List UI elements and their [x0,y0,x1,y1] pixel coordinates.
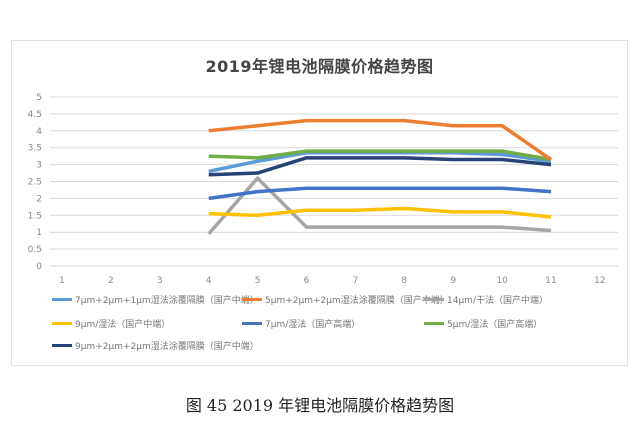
x-tick-label: 5 [255,276,261,286]
legend-swatch [242,322,262,325]
y-tick-label: 4.5 [28,110,42,120]
legend-item: 14μm/干法（国产中端） [424,293,548,306]
legend-item: 5μm/湿法（国产高端） [424,317,542,330]
x-tick-label: 4 [206,276,212,286]
x-tick-label: 8 [401,276,407,286]
series-line [208,156,552,177]
legend-item: 9μm+2μm+2μm湿法涂覆隔膜（国产中端） [52,339,259,352]
legend-label: 7μm/湿法（国产高端） [265,320,361,330]
y-tick-label: 4 [36,127,42,137]
x-tick-label: 6 [304,276,310,286]
series-line [208,186,552,201]
legend-label: 9μm+2μm+2μm湿法涂覆隔膜（国产中端） [75,342,259,352]
y-tick-label: 5 [36,93,42,103]
series-line [208,149,552,162]
x-tick-label: 2 [108,276,114,286]
legend-item: 7μm/湿法（国产高端） [242,317,360,330]
y-tick-label: 2.5 [28,178,42,188]
x-tick-label: 10 [496,276,508,286]
x-tick-label: 12 [594,276,605,286]
series-line [208,118,552,161]
legend-swatch [242,298,262,301]
legend-label: 14μm/干法（国产中端） [447,296,548,306]
plot-area: 00.511.522.533.544.551 2 3 4 5 6 7 8 9 10 11 12 [28,93,618,286]
x-tick-label: 11 [545,276,556,286]
y-tick-label: 3 [36,161,42,171]
figure-caption: 图 45 2019 年锂电池隔膜价格趋势图 [185,396,455,415]
legend-item: 7μm+2μm+1μm湿法涂覆隔膜（国产中端） [52,293,259,306]
legend-label: 7μm+2μm+1μm湿法涂覆隔膜（国产中端） [75,296,259,306]
legend-label: 5μm/湿法（国产高端） [447,320,543,330]
legend-swatch [424,298,444,301]
y-tick-label: 0.5 [28,245,42,255]
x-tick-label: 7 [353,276,359,286]
y-tick-label: 1.5 [28,211,42,221]
chart-title: 2019年锂电池隔膜价格趋势图 [205,57,434,76]
y-tick-label: 2 [36,194,42,204]
legend-label: 9μm/湿法（国产中端） [75,320,171,330]
legend-label: 5μm+2μm+2μm湿法涂覆隔膜（国产中端） [265,296,449,306]
x-tick-label: 1 [59,276,65,286]
x-tick-label: 3 [157,276,163,286]
chart-frame: 2019年锂电池隔膜价格趋势图 0 0.5 1 1.5 2 2.5 3 3.5 4 4.5 5 1 2 3… [11,40,628,366]
legend-swatch [52,344,72,347]
x-tick-label: 9 [450,276,456,286]
series-line [207,176,552,236]
legend-item: 9μm/湿法（国产中端） [52,317,170,330]
series-line [208,151,552,174]
legend-swatch [424,322,444,325]
y-tick-label: 1 [36,228,42,238]
y-tick-label: 0 [36,262,42,272]
series-line [208,206,552,219]
legend-swatch [52,322,72,325]
legend-swatch [52,298,72,301]
y-tick-label: 3.5 [28,144,42,154]
legend-item: 5μm+2μm+2μm湿法涂覆隔膜（国产中端） [242,293,449,306]
